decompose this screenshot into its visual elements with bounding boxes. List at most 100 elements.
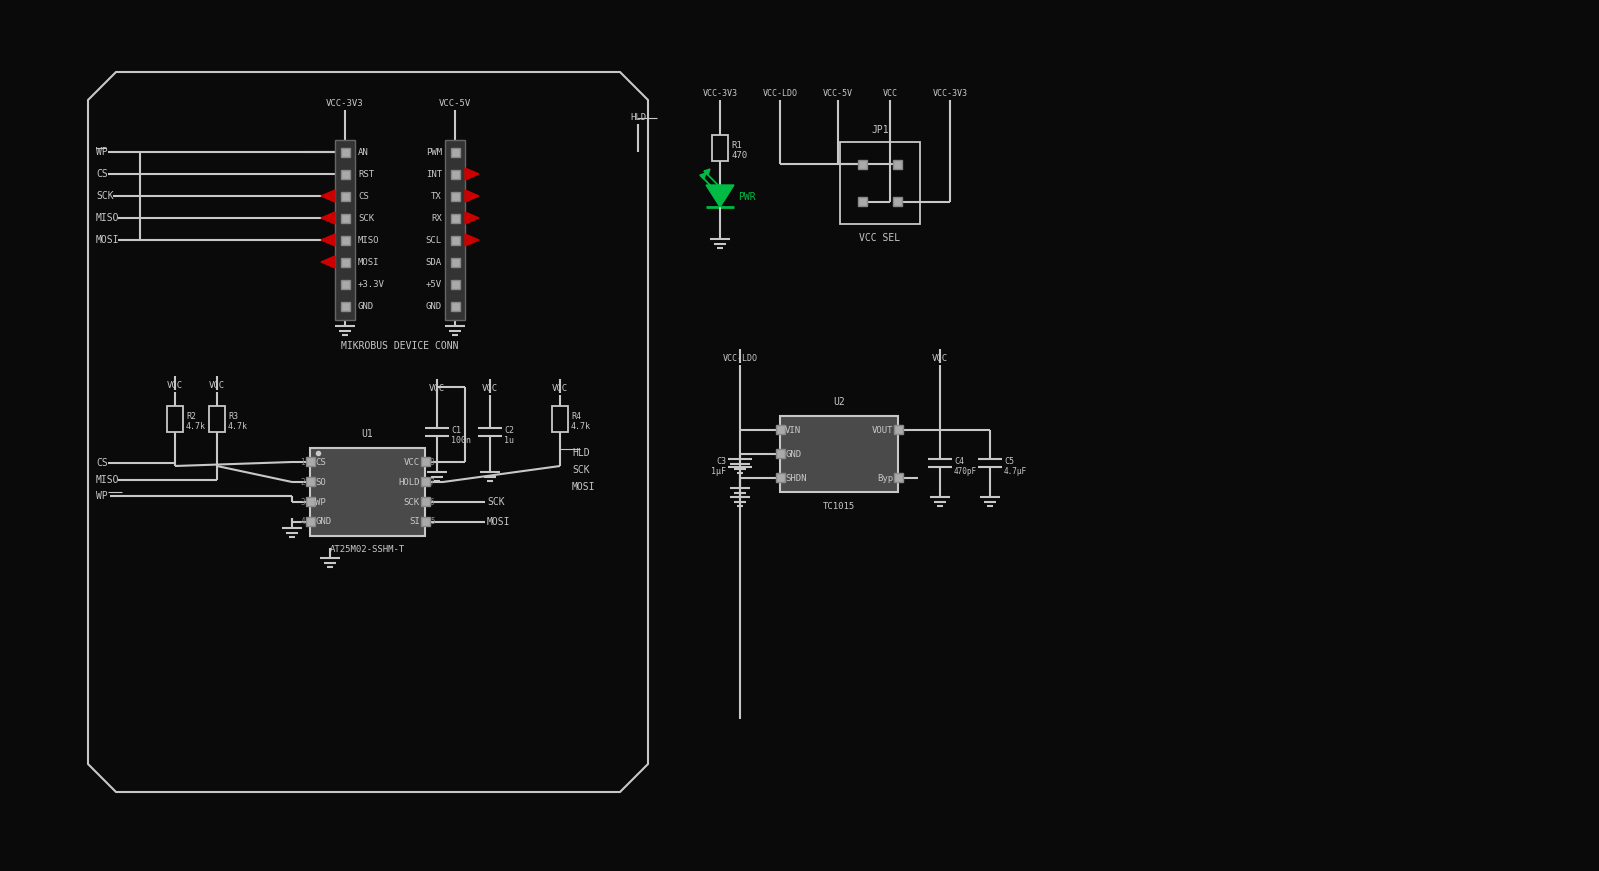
Text: 4.7k: 4.7k	[229, 422, 248, 430]
Text: MIKROBUS DEVICE CONN: MIKROBUS DEVICE CONN	[341, 341, 459, 351]
Text: 4.7k: 4.7k	[185, 422, 206, 430]
Bar	[451, 170, 459, 179]
Text: MOSI: MOSI	[572, 482, 595, 492]
Text: C1: C1	[451, 426, 461, 435]
Text: 7: 7	[430, 477, 435, 487]
Text: VCC-5V: VCC-5V	[823, 89, 852, 98]
Text: SCK: SCK	[358, 213, 374, 222]
Polygon shape	[321, 190, 336, 202]
Text: 2: 2	[301, 477, 305, 487]
Text: GND: GND	[425, 301, 441, 310]
Text: R3: R3	[229, 411, 238, 421]
Text: WP: WP	[315, 497, 326, 507]
Text: SDA: SDA	[425, 258, 441, 267]
Bar	[336, 140, 355, 320]
Text: MOSI: MOSI	[96, 235, 120, 245]
Bar	[451, 235, 459, 245]
Text: AN: AN	[358, 147, 369, 157]
Text: CS: CS	[96, 169, 107, 179]
Text: SCL: SCL	[425, 235, 441, 245]
Text: 4.7μF: 4.7μF	[1004, 467, 1027, 476]
Text: VCC-5V: VCC-5V	[438, 99, 472, 108]
Text: VCC: VCC	[405, 457, 421, 467]
Text: 6: 6	[430, 497, 435, 507]
Text: MISO: MISO	[358, 235, 379, 245]
Text: 1μF: 1μF	[712, 467, 726, 476]
Text: CS: CS	[315, 457, 326, 467]
Polygon shape	[465, 212, 480, 224]
Text: R4: R4	[571, 411, 580, 421]
Text: VIN: VIN	[785, 426, 801, 435]
Text: MISO: MISO	[96, 475, 120, 485]
Polygon shape	[321, 256, 336, 268]
Text: VCC-LDO: VCC-LDO	[723, 354, 758, 363]
Bar	[712, 135, 728, 161]
Text: WP: WP	[96, 491, 107, 501]
Bar	[839, 142, 919, 224]
Text: C3: C3	[716, 456, 726, 465]
Text: VCC-3V3: VCC-3V3	[702, 89, 737, 98]
Bar	[451, 192, 459, 200]
Text: PWM: PWM	[425, 147, 441, 157]
Bar	[780, 416, 899, 492]
Text: JP1: JP1	[871, 125, 889, 135]
Bar	[341, 192, 350, 200]
Text: 8: 8	[430, 457, 435, 467]
Bar	[341, 213, 350, 222]
Bar	[451, 213, 459, 222]
Text: INT: INT	[425, 170, 441, 179]
Bar	[421, 497, 430, 507]
Text: 3: 3	[301, 497, 305, 507]
Bar	[894, 159, 902, 169]
Text: 1: 1	[301, 457, 305, 467]
Text: VCC: VCC	[166, 381, 182, 390]
Bar	[341, 301, 350, 310]
Text: GND: GND	[785, 449, 801, 458]
Bar	[451, 147, 459, 157]
Text: 100n: 100n	[451, 436, 472, 444]
Text: WP: WP	[96, 147, 107, 157]
Text: GND: GND	[315, 517, 331, 526]
Bar	[894, 426, 902, 435]
Text: HOLD: HOLD	[398, 477, 421, 487]
Text: U2: U2	[833, 397, 844, 407]
Polygon shape	[704, 169, 710, 175]
Bar	[421, 477, 430, 487]
Text: SCK: SCK	[96, 191, 114, 201]
Bar	[305, 457, 315, 467]
Text: VCC SEL: VCC SEL	[859, 233, 900, 243]
Bar	[894, 198, 902, 206]
Bar	[421, 517, 430, 526]
Text: MISO: MISO	[96, 213, 120, 223]
Bar	[776, 426, 785, 435]
Bar	[552, 406, 568, 432]
Text: RX: RX	[432, 213, 441, 222]
Text: SCK: SCK	[572, 465, 590, 475]
Text: VCC: VCC	[429, 384, 445, 393]
Bar	[310, 448, 425, 536]
Bar	[859, 198, 867, 206]
Bar	[305, 517, 315, 526]
Text: HLD: HLD	[572, 448, 590, 458]
Bar	[421, 457, 430, 467]
Text: C4: C4	[955, 456, 964, 465]
Text: VOUT: VOUT	[871, 426, 892, 435]
Bar	[166, 406, 182, 432]
Bar	[451, 301, 459, 310]
Polygon shape	[465, 190, 480, 202]
Text: Byp: Byp	[876, 474, 892, 483]
Text: SCK: SCK	[488, 497, 505, 507]
Polygon shape	[465, 234, 480, 246]
Bar	[445, 140, 465, 320]
Text: R2: R2	[185, 411, 197, 421]
Text: C5: C5	[1004, 456, 1014, 465]
Text: 4: 4	[301, 517, 305, 526]
Text: 470: 470	[731, 151, 747, 159]
Bar	[894, 474, 902, 483]
Text: CS: CS	[96, 458, 107, 468]
Bar	[209, 406, 225, 432]
Text: MOSI: MOSI	[358, 258, 379, 267]
Text: 1u: 1u	[504, 436, 513, 444]
Text: SCK: SCK	[405, 497, 421, 507]
Text: GND: GND	[358, 301, 374, 310]
